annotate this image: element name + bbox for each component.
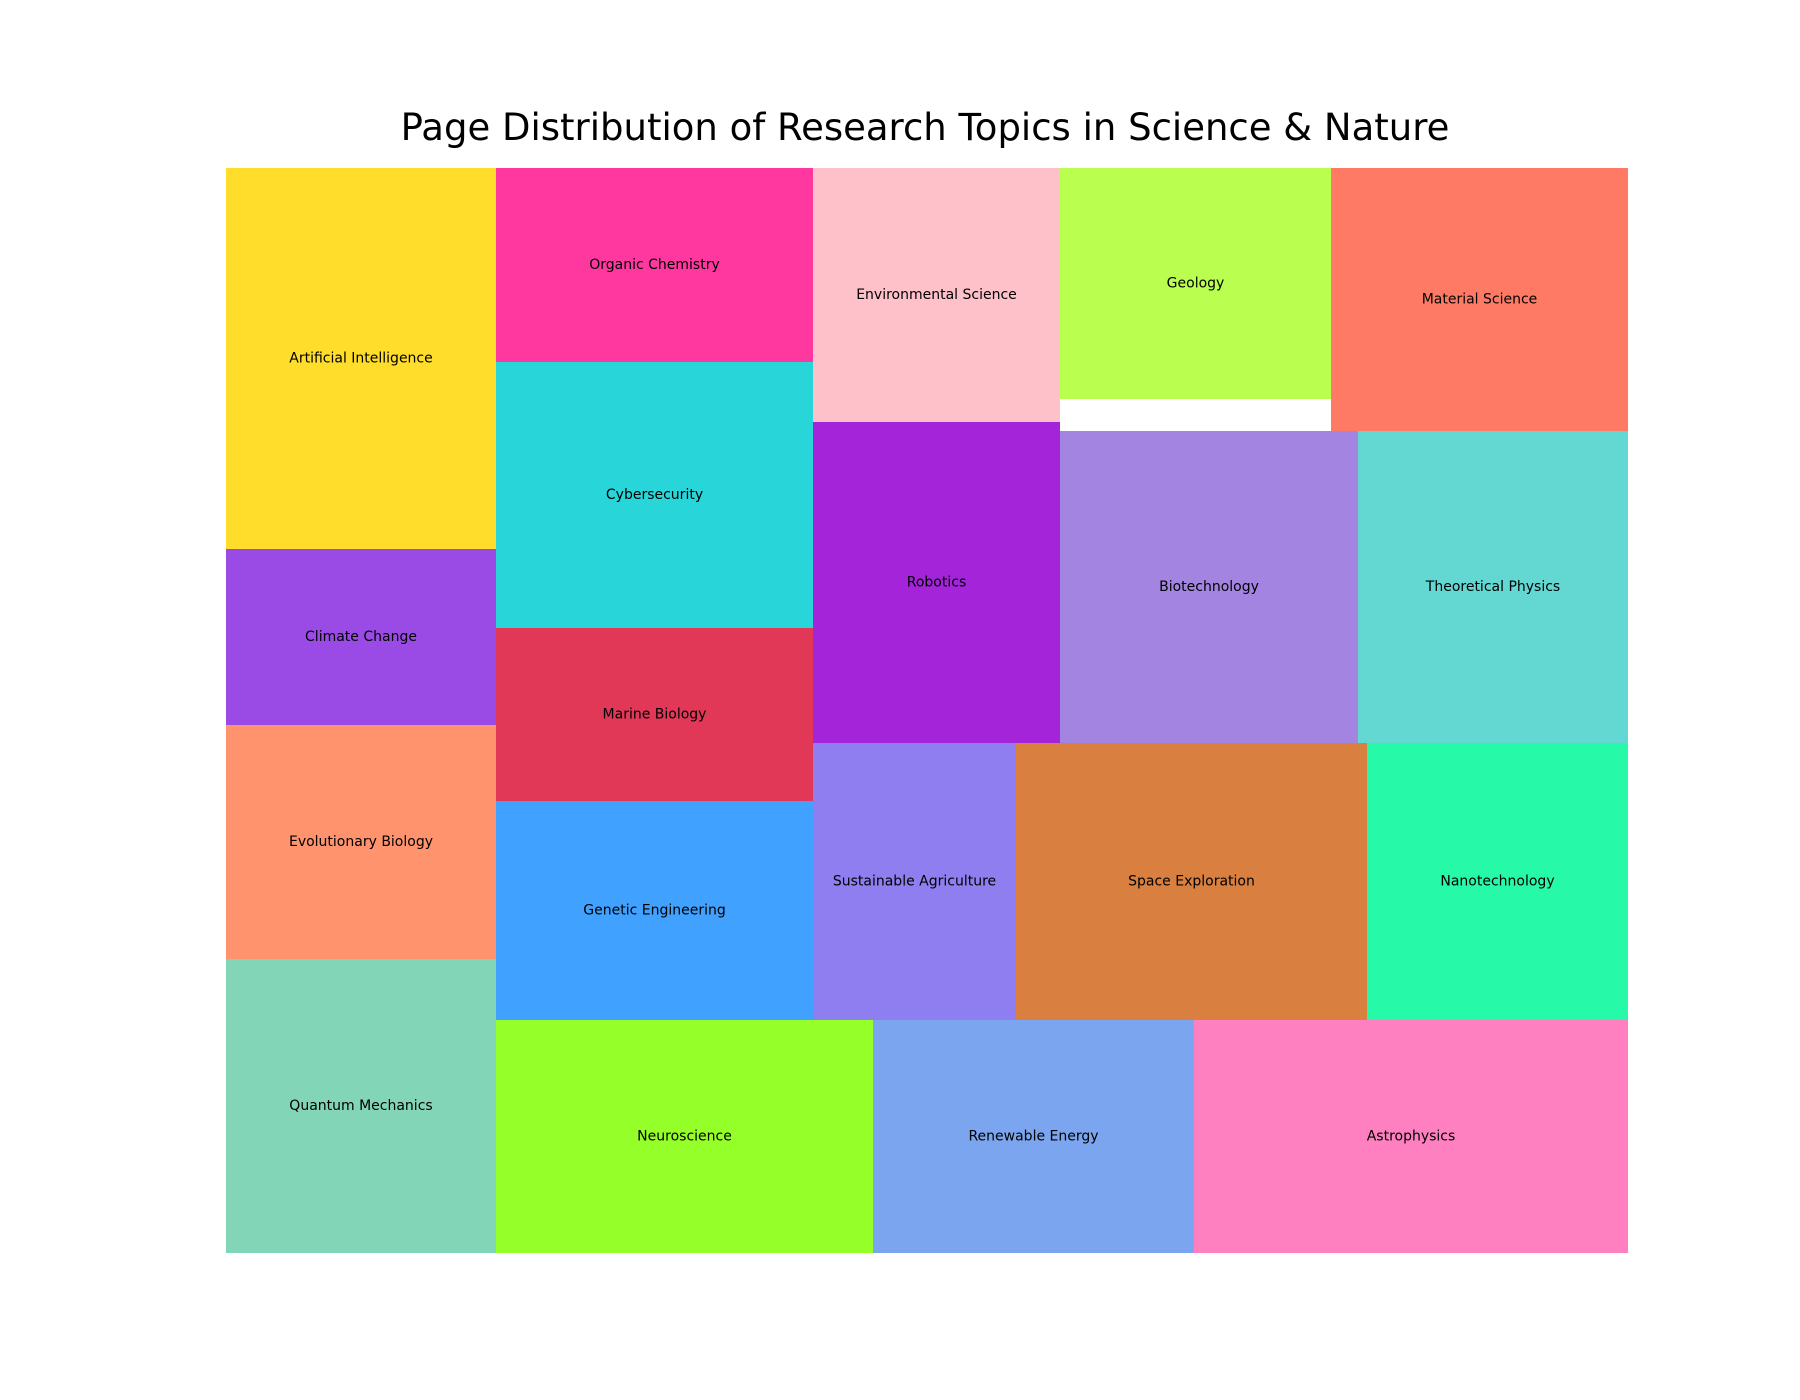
treemap-label-renewable-energy: Renewable Energy — [968, 1129, 1098, 1145]
treemap-label-genetic-engineering: Genetic Engineering — [583, 903, 725, 919]
treemap-cells: Artificial Intelligence Climate Change Evo… — [226, 168, 1628, 1253]
treemap-label-sustainable-agriculture: Sustainable Agriculture — [833, 874, 996, 890]
treemap-cell-theoretical-physics — [1358, 431, 1628, 743]
treemap-cell-climate-change — [226, 549, 496, 725]
treemap-cell-geology — [1060, 168, 1331, 399]
treemap-cell-nanotechnology — [1367, 743, 1628, 1020]
treemap-cell-robotics — [813, 422, 1060, 743]
treemap-cell-marine-biology — [496, 628, 813, 801]
treemap-label-biotechnology: Biotechnology — [1159, 579, 1259, 595]
treemap-cell-organic-chemistry — [496, 168, 813, 362]
treemap-cell-evolutionary-biology — [226, 725, 496, 959]
treemap-label-evolutionary-biology: Evolutionary Biology — [289, 834, 433, 850]
treemap-label-organic-chemistry: Organic Chemistry — [589, 257, 720, 273]
treemap-label-climate-change: Climate Change — [305, 629, 417, 645]
treemap-label-nanotechnology: Nanotechnology — [1440, 874, 1554, 890]
treemap-cell-genetic-engineering — [496, 801, 813, 1020]
treemap-label-artificial-intelligence: Artificial Intelligence — [289, 351, 433, 367]
treemap-label-space-exploration: Space Exploration — [1128, 874, 1255, 890]
treemap-cell-renewable-energy — [873, 1020, 1194, 1253]
treemap-label-marine-biology: Marine Biology — [603, 707, 707, 723]
treemap-cell-cybersecurity — [496, 362, 813, 628]
treemap-label-quantum-mechanics: Quantum Mechanics — [289, 1098, 432, 1114]
treemap-cell-quantum-mechanics — [226, 959, 496, 1253]
treemap-cell-astrophysics — [1194, 1020, 1628, 1253]
chart-title: Page Distribution of Research Topics in … — [401, 106, 1450, 149]
treemap-cell-sustainable-agriculture — [813, 743, 1016, 1020]
treemap-label-environmental-science: Environmental Science — [856, 287, 1017, 303]
treemap-cell-biotechnology — [1060, 431, 1358, 743]
treemap-label-material-science: Material Science — [1422, 292, 1538, 308]
treemap-cell-neuroscience — [496, 1020, 873, 1253]
treemap-label-geology: Geology — [1167, 276, 1225, 292]
treemap-cell-environmental-science — [813, 168, 1060, 422]
treemap-cell-space-exploration — [1016, 743, 1367, 1020]
treemap-label-neuroscience: Neuroscience — [637, 1129, 732, 1145]
treemap-label-cybersecurity: Cybersecurity — [606, 487, 703, 503]
treemap-label-astrophysics: Astrophysics — [1367, 1129, 1456, 1145]
treemap-cell-artificial-intelligence — [226, 168, 496, 549]
treemap-label-theoretical-physics: Theoretical Physics — [1425, 579, 1560, 595]
treemap-cell-material-science — [1331, 168, 1628, 431]
treemap-label-robotics: Robotics — [907, 575, 967, 591]
